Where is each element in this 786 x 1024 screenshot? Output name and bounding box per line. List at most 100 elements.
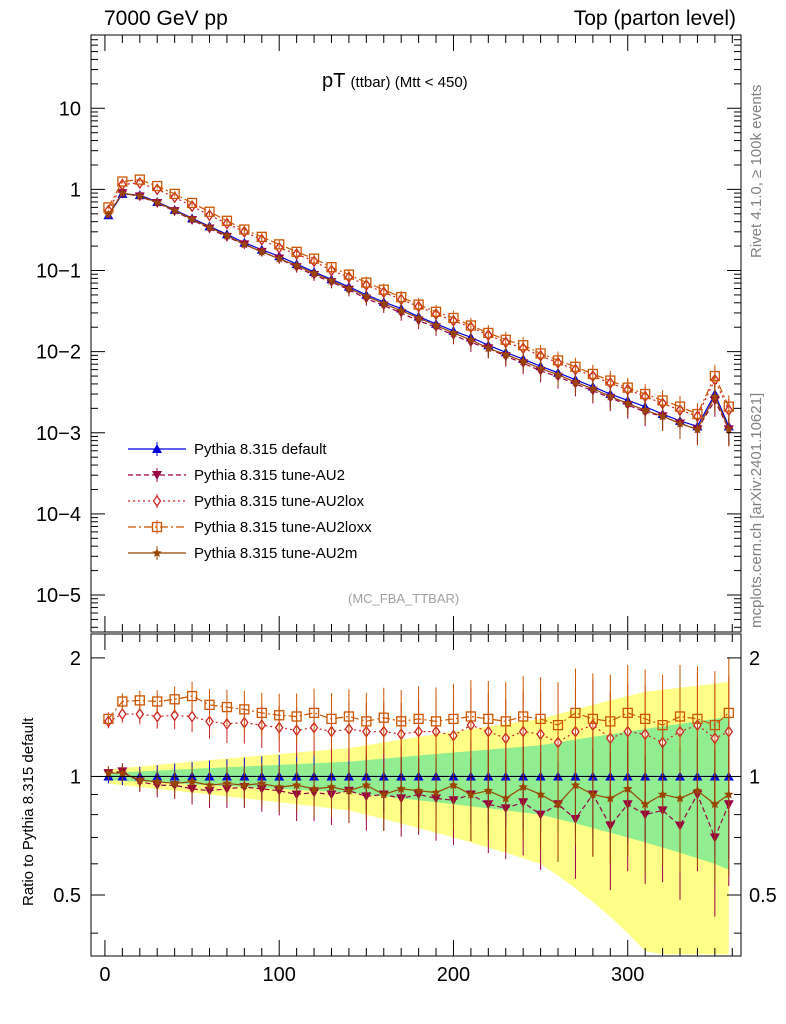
ratio-point: [361, 716, 372, 727]
series-ratio-4: [103, 737, 734, 884]
ratio-point: [640, 713, 651, 725]
ratio-point: [692, 713, 703, 725]
data-point: [204, 206, 215, 217]
data-point: [535, 348, 546, 359]
data-point: [309, 268, 319, 278]
data-point: [465, 320, 477, 331]
data-point: [257, 246, 267, 256]
data-point: [500, 334, 511, 345]
ratio-point: [674, 711, 686, 722]
ratio-point: [518, 782, 528, 792]
ratio-point: [553, 799, 563, 809]
data-point: [430, 306, 442, 317]
data-point: [518, 340, 529, 351]
ratio-point: [256, 707, 267, 719]
ratio-point: [135, 774, 145, 784]
ratio-y-tick-label: 2: [70, 648, 81, 670]
header-left: 7000 GeV pp: [104, 7, 228, 30]
ratio-point: [379, 789, 389, 799]
ratio-point: [448, 713, 459, 725]
ratio-point: [378, 712, 389, 723]
ratio-point: [344, 785, 354, 795]
data-point: [622, 382, 633, 393]
ratio-point: [170, 709, 179, 722]
legend-symbol: [128, 546, 186, 560]
data-point: [518, 356, 528, 366]
data-point: [692, 424, 703, 434]
ratio-point: [187, 710, 197, 723]
ratio-point: [570, 707, 581, 719]
ratio-point: [118, 707, 127, 721]
data-point: [344, 283, 354, 293]
ratio-point: [361, 780, 372, 790]
data-point: [221, 215, 233, 226]
main-y-tick-label: 10−1: [36, 261, 81, 283]
ratio-point: [605, 716, 616, 727]
data-point: [152, 197, 162, 207]
data-point: [186, 197, 198, 209]
ratio-point: [430, 716, 442, 727]
data-point: [134, 174, 145, 185]
ratio-point: [134, 695, 145, 706]
legend-entry: Pythia 8.315 tune-AU2loxx: [126, 514, 372, 540]
ratio-point: [152, 696, 163, 707]
series-main-3: [103, 174, 734, 430]
ratio-point: [465, 711, 477, 722]
data-point: [723, 401, 734, 412]
legend-entry: Pythia 8.315 tune-AU2: [126, 462, 372, 488]
ratio-point: [221, 701, 233, 713]
main-y-tick-label: 10−2: [36, 342, 81, 364]
x-tick-label: 0: [99, 964, 110, 986]
data-point: [396, 305, 406, 315]
ratio-point: [204, 780, 215, 790]
data-point: [623, 398, 633, 408]
data-point: [570, 361, 581, 372]
ratio-y-tick-label-right: 2: [749, 648, 760, 670]
ratio-point: [308, 707, 320, 719]
legend-marker: [151, 521, 163, 533]
legend-label: Pythia 8.315 tune-AU2m: [194, 544, 358, 562]
ratio-point: [622, 707, 633, 719]
data-point: [674, 401, 686, 412]
data-point: [222, 230, 232, 240]
legend-symbol: [128, 494, 186, 508]
ratio-point: [623, 783, 633, 793]
ratio-point: [343, 711, 355, 722]
x-tick-label: 200: [437, 964, 470, 986]
data-point: [413, 313, 424, 322]
data-point: [588, 383, 598, 393]
data-point: [326, 262, 337, 273]
data-point: [117, 188, 128, 198]
data-point: [361, 291, 372, 301]
ratio-point: [239, 780, 250, 790]
data-point: [431, 320, 441, 330]
data-point: [587, 368, 599, 380]
ratio-point: [675, 793, 685, 803]
data-point: [103, 209, 114, 219]
ratio-point: [204, 699, 215, 710]
ratio-y-tick-label: 1: [70, 766, 81, 788]
ratio-point: [587, 713, 599, 725]
ratio-point: [518, 711, 529, 722]
data-point: [535, 363, 546, 373]
ratio-point: [483, 713, 494, 725]
plot-title: pT (ttbar) (Mtt < 450): [322, 70, 468, 93]
legend-symbol: [128, 520, 186, 534]
data-point: [413, 299, 424, 310]
legend-label: Pythia 8.315 tune-AU2lox: [194, 492, 365, 510]
ratio-point: [724, 789, 734, 799]
ratio-point: [535, 713, 546, 725]
legend: Pythia 8.315 default Pythia 8.315 tune-AU…: [126, 436, 372, 566]
series-line-3: [107, 178, 730, 415]
data-point: [710, 391, 720, 401]
ratio-point: [117, 768, 128, 778]
ratio-point: [466, 789, 476, 799]
main-y-tick-label: 10: [59, 98, 81, 120]
data-point: [570, 377, 581, 387]
ratio-point: [291, 780, 302, 790]
ratio-point: [117, 696, 128, 707]
data-point: [724, 424, 734, 434]
ratio-y-tick-label-right: 1: [749, 766, 760, 788]
data-point: [657, 395, 668, 406]
data-point: [256, 231, 267, 242]
